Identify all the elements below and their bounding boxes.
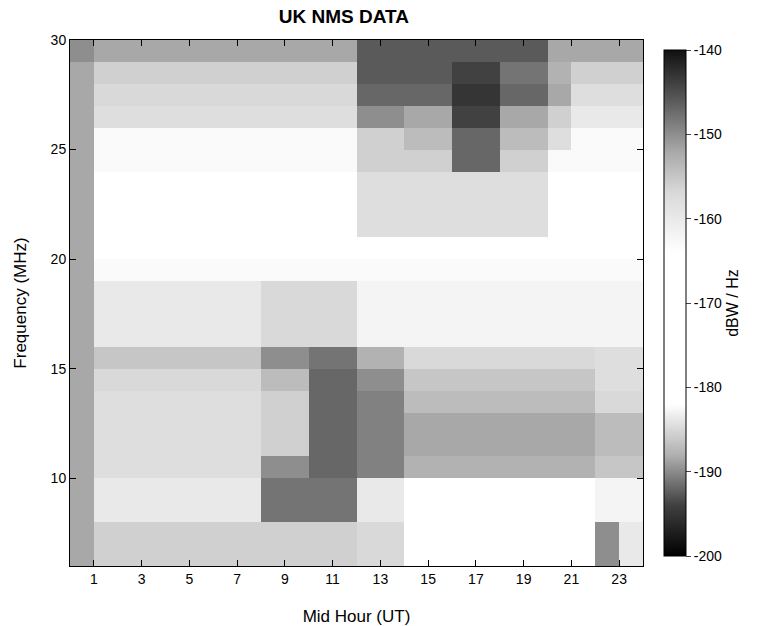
svg-text:dBW / Hz: dBW / Hz	[724, 269, 741, 337]
svg-text:-170: -170	[694, 295, 722, 311]
svg-text:-160: -160	[694, 211, 722, 227]
svg-text:3: 3	[138, 571, 146, 587]
svg-text:-200: -200	[694, 548, 722, 564]
svg-text:23: 23	[611, 571, 627, 587]
svg-text:Mid Hour (UT): Mid Hour (UT)	[303, 607, 411, 626]
svg-text:19: 19	[516, 571, 532, 587]
svg-text:20: 20	[51, 251, 67, 267]
svg-text:-190: -190	[694, 464, 722, 480]
svg-text:Frequency (MHz): Frequency (MHz)	[11, 237, 30, 368]
svg-text:15: 15	[420, 571, 436, 587]
svg-text:15: 15	[51, 361, 67, 377]
svg-text:5: 5	[185, 571, 193, 587]
svg-text:10: 10	[51, 470, 67, 486]
svg-text:-140: -140	[694, 42, 722, 58]
svg-text:9: 9	[281, 571, 289, 587]
svg-text:21: 21	[564, 571, 580, 587]
svg-text:11: 11	[325, 571, 340, 587]
svg-text:7: 7	[233, 571, 241, 587]
svg-text:1: 1	[90, 571, 98, 587]
svg-text:30: 30	[51, 32, 67, 48]
svg-text:UK NMS DATA: UK NMS DATA	[279, 6, 409, 27]
svg-text:25: 25	[51, 141, 67, 157]
svg-text:17: 17	[468, 571, 484, 587]
svg-text:-150: -150	[694, 126, 722, 142]
svg-text:13: 13	[373, 571, 389, 587]
svg-text:-180: -180	[694, 379, 722, 395]
